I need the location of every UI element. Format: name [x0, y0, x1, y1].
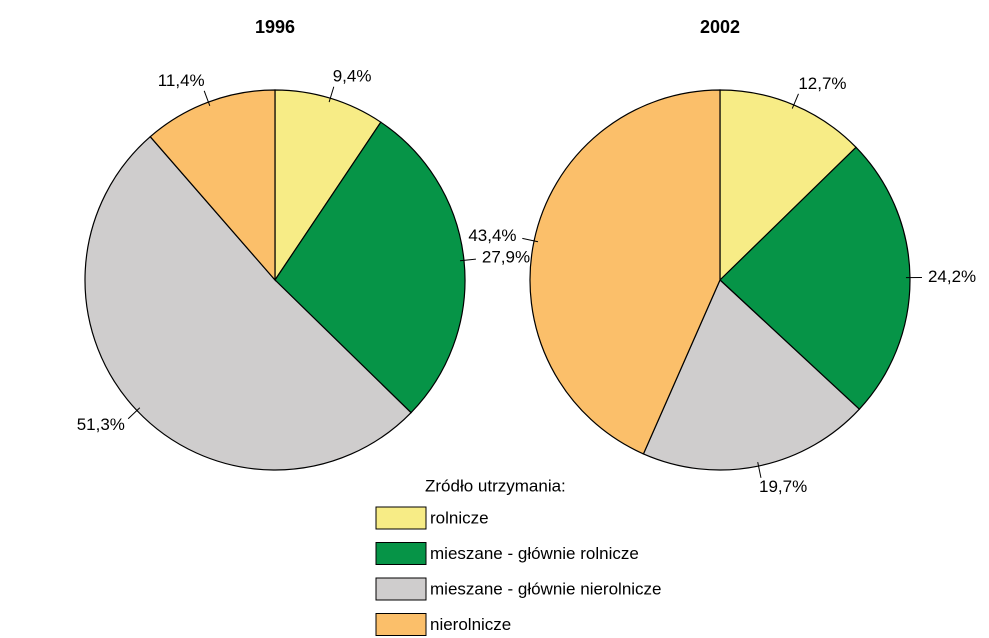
legend-swatch: [375, 613, 427, 636]
legend-title: Zródło utrzymania:: [425, 476, 566, 495]
leader-line: [459, 258, 476, 262]
data-label: 24,2%: [928, 267, 976, 286]
leader-line: [328, 86, 335, 103]
legend-label: rolnicze: [430, 508, 489, 527]
leader-line: [757, 462, 762, 478]
leader-line: [522, 237, 539, 243]
data-label: 43,4%: [468, 226, 516, 245]
legend-swatch: [375, 506, 427, 530]
leader-line: [791, 93, 799, 109]
legend-label: mieszane - głównie rolnicze: [430, 544, 639, 563]
legend-swatch: [375, 577, 427, 601]
legend-label: nierolnicze: [430, 615, 511, 634]
leader-line: [203, 90, 211, 106]
data-label: 11,4%: [158, 71, 205, 90]
leader-line: [127, 407, 141, 420]
data-label: 51,3%: [77, 415, 125, 434]
data-label: 12,7%: [798, 74, 846, 93]
legend-label: mieszane - głównie nierolnicze: [430, 579, 662, 598]
chart-title: 1996: [255, 17, 295, 37]
legend-swatch: [375, 542, 427, 565]
data-label: 9,4%: [333, 67, 372, 86]
data-label: 27,9%: [482, 248, 530, 267]
chart-title: 2002: [700, 17, 740, 37]
data-label: 19,7%: [759, 477, 807, 496]
